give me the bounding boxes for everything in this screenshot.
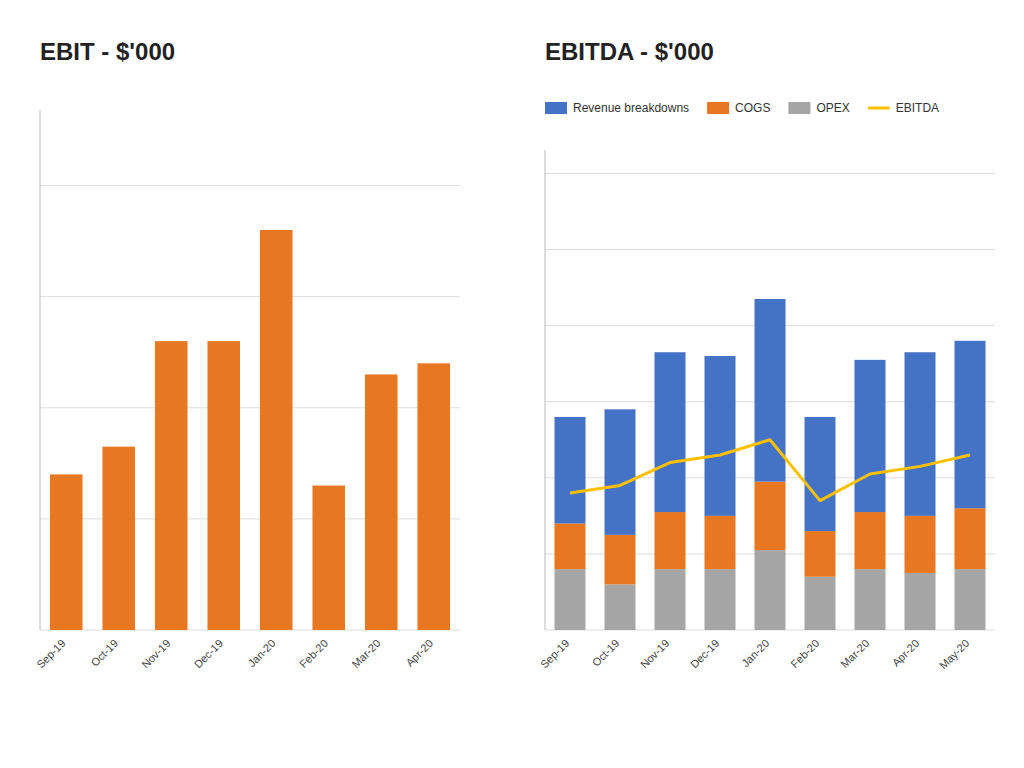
bar-segment xyxy=(755,482,786,550)
bar-segment xyxy=(705,356,736,516)
bar-segment xyxy=(955,508,986,569)
x-tick-label: Apr-20 xyxy=(403,637,435,669)
chart-title: EBIT - $'000 xyxy=(40,38,175,65)
chart-1: EBITDA - $'000 Sep-19 Oct-19 Nov-19 Dec-19 Ja… xyxy=(538,38,995,671)
x-tick-label: Dec-19 xyxy=(192,637,226,671)
x-tick-label: Jan-20 xyxy=(739,637,771,669)
bar xyxy=(365,374,398,630)
grid-line xyxy=(40,185,460,186)
legend-swatch xyxy=(868,107,890,110)
bar-segment xyxy=(855,512,886,569)
bar-segment xyxy=(705,516,736,569)
bar-segment xyxy=(855,360,886,512)
bar xyxy=(102,447,135,630)
x-tick-label: Apr-20 xyxy=(890,637,922,669)
y-axis-line xyxy=(40,110,41,630)
legend-label: Revenue breakdowns xyxy=(573,101,689,115)
x-tick-label: Sep-19 xyxy=(538,637,572,671)
bar-segment xyxy=(955,569,986,630)
plot-marks xyxy=(50,230,450,630)
bar xyxy=(50,474,83,630)
x-tick-label: Mar-20 xyxy=(350,637,383,670)
bar-segment xyxy=(605,409,636,535)
x-tick-label: Jan-20 xyxy=(245,637,277,669)
bar xyxy=(260,230,293,630)
legend-item: Revenue breakdowns xyxy=(545,101,689,115)
bar-segment xyxy=(555,569,586,630)
x-tick-label: Mar-20 xyxy=(838,637,871,670)
bar-segment xyxy=(805,417,836,531)
x-tick-label: Dec-19 xyxy=(688,637,722,671)
bar-segment xyxy=(805,577,836,630)
x-tick-label: Feb-20 xyxy=(297,637,330,670)
bar xyxy=(312,486,345,630)
legend-label: COGS xyxy=(735,101,770,115)
x-tick-label: Oct-19 xyxy=(590,637,622,669)
legend-item: COGS xyxy=(707,101,770,115)
x-tick-label: Nov-19 xyxy=(638,637,672,671)
bar-segment xyxy=(905,352,936,516)
legend-item: OPEX xyxy=(788,101,849,115)
bar xyxy=(207,341,240,630)
x-tick-label: May-20 xyxy=(937,637,971,671)
bar-segment xyxy=(555,523,586,569)
legend-label: OPEX xyxy=(816,101,849,115)
grid-line xyxy=(545,249,995,250)
bar-segment xyxy=(905,573,936,630)
x-tick-label: Oct-19 xyxy=(88,637,120,669)
bar-segment xyxy=(655,569,686,630)
x-tick-label: Sep-19 xyxy=(34,637,68,671)
bar-segment xyxy=(805,531,836,577)
bar xyxy=(155,341,188,630)
bar-segment xyxy=(755,550,786,630)
chart-canvas: EBIT - $'000 Sep-19 Oct-19 Nov-19 Dec-19 Jan-… xyxy=(0,0,1024,768)
x-tick-label: Feb-20 xyxy=(788,637,821,670)
bar-segment xyxy=(605,535,636,584)
chart-0: EBIT - $'000 Sep-19 Oct-19 Nov-19 Dec-19 Jan-… xyxy=(34,38,460,671)
legend-swatch xyxy=(788,102,810,114)
bar-segment xyxy=(855,569,886,630)
bar-segment xyxy=(555,417,586,524)
bar xyxy=(417,363,450,630)
y-axis-line xyxy=(545,150,546,630)
legend-item: EBITDA xyxy=(868,101,939,115)
bar-segment xyxy=(705,569,736,630)
bar-segment xyxy=(605,584,636,630)
legend-label: EBITDA xyxy=(896,101,939,115)
plot-marks xyxy=(555,299,986,630)
legend-swatch xyxy=(545,102,567,114)
grid-line xyxy=(40,296,460,297)
grid-line xyxy=(545,173,995,174)
bar-segment xyxy=(955,341,986,508)
chart-title: EBITDA - $'000 xyxy=(545,38,714,65)
bar-segment xyxy=(655,512,686,569)
legend-swatch xyxy=(707,102,729,114)
bar-segment xyxy=(905,516,936,573)
line-series xyxy=(570,440,970,501)
bar-segment xyxy=(655,352,686,512)
x-tick-label: Nov-19 xyxy=(139,637,173,671)
